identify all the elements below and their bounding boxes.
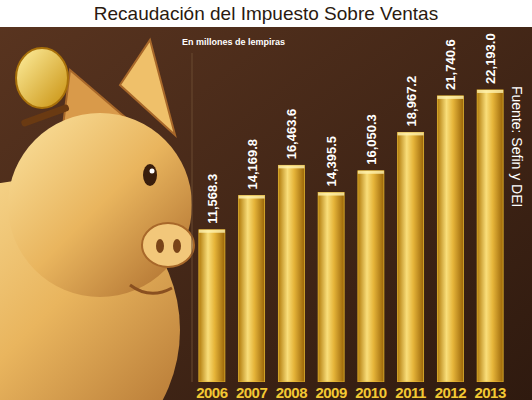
bar — [278, 165, 304, 382]
bar-highlight — [199, 230, 225, 233]
x-tick-label: 2007 — [236, 384, 268, 400]
bar-highlight — [358, 171, 384, 174]
data-label: 11,568.3 — [205, 174, 220, 224]
pig-mouth — [130, 285, 172, 293]
bar — [437, 96, 463, 382]
x-tick-label: 2008 — [276, 384, 308, 400]
pig-snout — [142, 223, 194, 267]
coin — [16, 48, 68, 108]
chart-svg: Recaudación del Impuesto Sobre Ventas En … — [0, 0, 532, 400]
pig-head — [8, 113, 192, 297]
bar-highlight — [278, 165, 304, 168]
y-axis-line — [192, 53, 193, 382]
bars — [199, 90, 503, 382]
data-label: 18,967.2 — [404, 76, 419, 127]
bar — [398, 132, 424, 382]
bar-highlight — [398, 132, 424, 135]
x-tick-label: 2006 — [196, 384, 228, 400]
pig-eye — [143, 164, 157, 186]
title: Recaudación del Impuesto Sobre Ventas — [94, 3, 438, 24]
bar-highlight — [239, 196, 265, 199]
data-label: 22,193.0 — [483, 33, 498, 84]
pig-nostril — [173, 239, 181, 253]
bar — [358, 171, 384, 382]
chart-root: Recaudación del Impuesto Sobre Ventas En … — [0, 0, 532, 400]
x-tick-label: 2011 — [395, 384, 426, 400]
bar — [239, 196, 265, 382]
source: Fuente: Sefin y DEI — [509, 86, 525, 207]
bar-highlight — [477, 90, 503, 93]
x-tick-label: 2010 — [355, 384, 387, 400]
data-label: 21,740.6 — [443, 39, 458, 90]
bar — [199, 230, 225, 382]
subtitle: En millones de lempiras — [182, 37, 285, 47]
bar — [477, 90, 503, 382]
bar-highlight — [318, 193, 344, 196]
data-label: 16,463.6 — [284, 109, 299, 160]
x-tick-label: 2009 — [315, 384, 347, 400]
title-band — [0, 0, 532, 27]
x-tick-label: 2012 — [435, 384, 467, 400]
pig-nostril — [156, 239, 164, 253]
x-tick-label: 2013 — [474, 384, 506, 400]
piggy-bank — [0, 40, 194, 400]
bar — [318, 193, 344, 382]
bar-highlight — [437, 96, 463, 99]
pig-ear — [120, 40, 175, 135]
data-label: 16,050.3 — [364, 114, 379, 165]
pig-eye-glint — [150, 169, 155, 174]
data-label: 14,169.8 — [245, 139, 260, 190]
data-label: 14,395.5 — [324, 136, 339, 187]
